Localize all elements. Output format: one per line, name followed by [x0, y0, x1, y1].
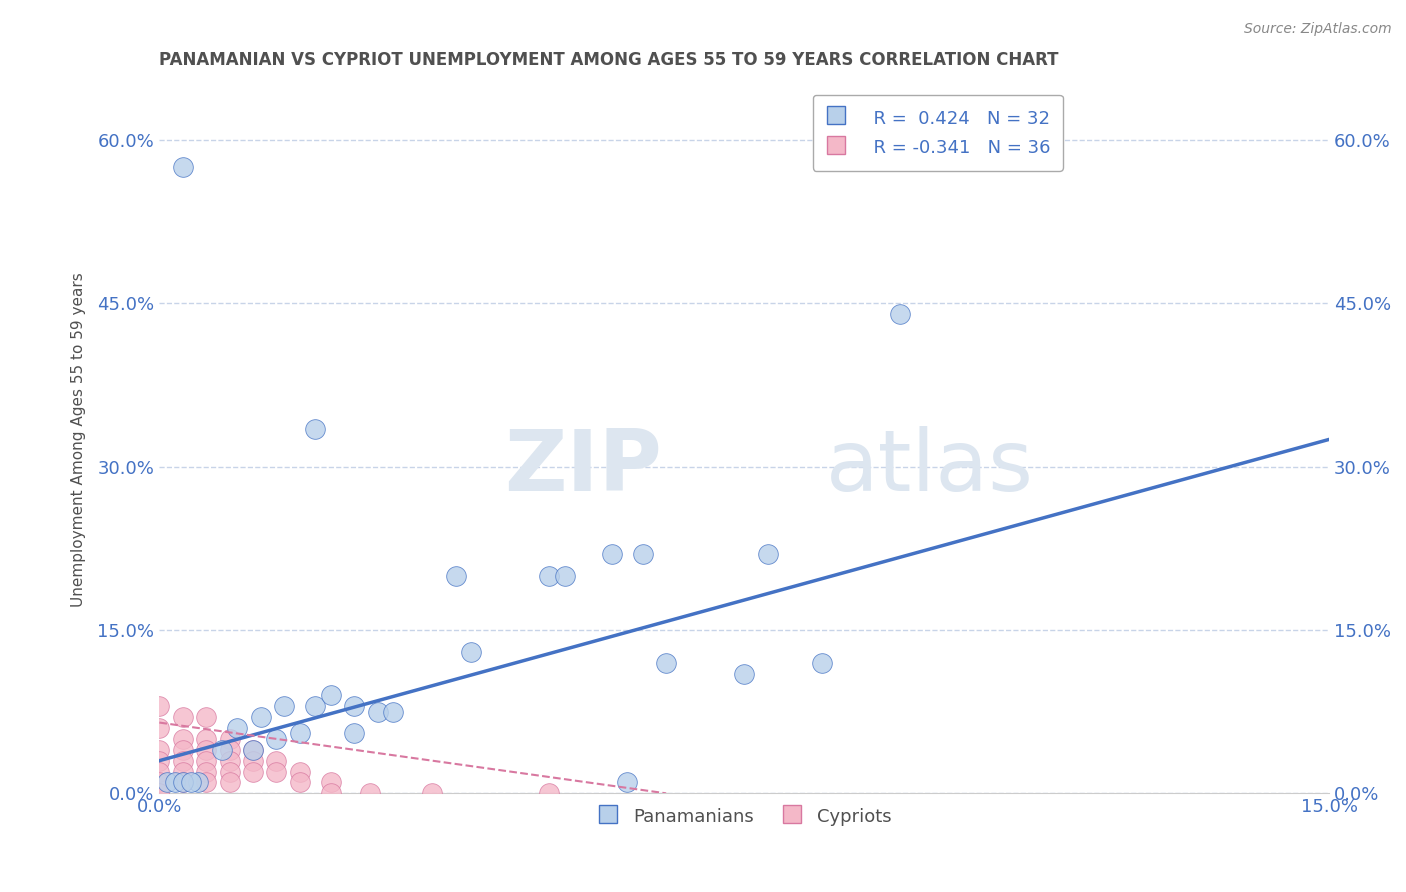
- Point: [811, 656, 834, 670]
- Point: [172, 775, 194, 789]
- Point: [172, 731, 194, 746]
- Point: [172, 710, 194, 724]
- Point: [249, 710, 271, 724]
- Point: [273, 699, 295, 714]
- Point: [148, 721, 170, 735]
- Point: [288, 764, 311, 779]
- Point: [218, 775, 240, 789]
- Point: [733, 666, 755, 681]
- Text: atlas: atlas: [827, 426, 1033, 509]
- Point: [616, 775, 638, 789]
- Y-axis label: Unemployment Among Ages 55 to 59 years: Unemployment Among Ages 55 to 59 years: [72, 272, 86, 607]
- Point: [195, 731, 218, 746]
- Point: [195, 754, 218, 768]
- Point: [304, 421, 326, 435]
- Point: [172, 764, 194, 779]
- Point: [172, 743, 194, 757]
- Point: [218, 764, 240, 779]
- Point: [218, 754, 240, 768]
- Point: [195, 743, 218, 757]
- Point: [319, 786, 342, 800]
- Point: [343, 699, 366, 714]
- Point: [172, 775, 194, 789]
- Point: [460, 645, 482, 659]
- Point: [538, 568, 561, 582]
- Point: [242, 754, 264, 768]
- Point: [554, 568, 576, 582]
- Point: [148, 754, 170, 768]
- Point: [218, 743, 240, 757]
- Point: [148, 786, 170, 800]
- Point: [195, 710, 218, 724]
- Point: [420, 786, 443, 800]
- Point: [266, 764, 288, 779]
- Point: [304, 699, 326, 714]
- Point: [266, 754, 288, 768]
- Point: [180, 775, 202, 789]
- Point: [218, 731, 240, 746]
- Point: [242, 764, 264, 779]
- Point: [156, 775, 179, 789]
- Point: [172, 754, 194, 768]
- Point: [195, 775, 218, 789]
- Point: [242, 743, 264, 757]
- Point: [631, 547, 654, 561]
- Point: [172, 160, 194, 174]
- Point: [382, 705, 405, 719]
- Point: [600, 547, 623, 561]
- Text: PANAMANIAN VS CYPRIOT UNEMPLOYMENT AMONG AGES 55 TO 59 YEARS CORRELATION CHART: PANAMANIAN VS CYPRIOT UNEMPLOYMENT AMONG…: [159, 51, 1059, 69]
- Point: [187, 775, 209, 789]
- Point: [343, 726, 366, 740]
- Point: [319, 689, 342, 703]
- Point: [889, 307, 911, 321]
- Point: [148, 743, 170, 757]
- Point: [538, 786, 561, 800]
- Point: [655, 656, 678, 670]
- Point: [444, 568, 467, 582]
- Point: [756, 547, 779, 561]
- Point: [195, 764, 218, 779]
- Point: [242, 743, 264, 757]
- Point: [148, 699, 170, 714]
- Text: Source: ZipAtlas.com: Source: ZipAtlas.com: [1244, 22, 1392, 37]
- Point: [367, 705, 389, 719]
- Point: [359, 786, 381, 800]
- Point: [266, 731, 288, 746]
- Point: [163, 775, 186, 789]
- Legend: Panamanians, Cypriots: Panamanians, Cypriots: [589, 798, 898, 834]
- Point: [226, 721, 249, 735]
- Point: [211, 743, 233, 757]
- Point: [288, 775, 311, 789]
- Point: [148, 764, 170, 779]
- Point: [319, 775, 342, 789]
- Point: [148, 775, 170, 789]
- Text: ZIP: ZIP: [505, 426, 662, 509]
- Point: [288, 726, 311, 740]
